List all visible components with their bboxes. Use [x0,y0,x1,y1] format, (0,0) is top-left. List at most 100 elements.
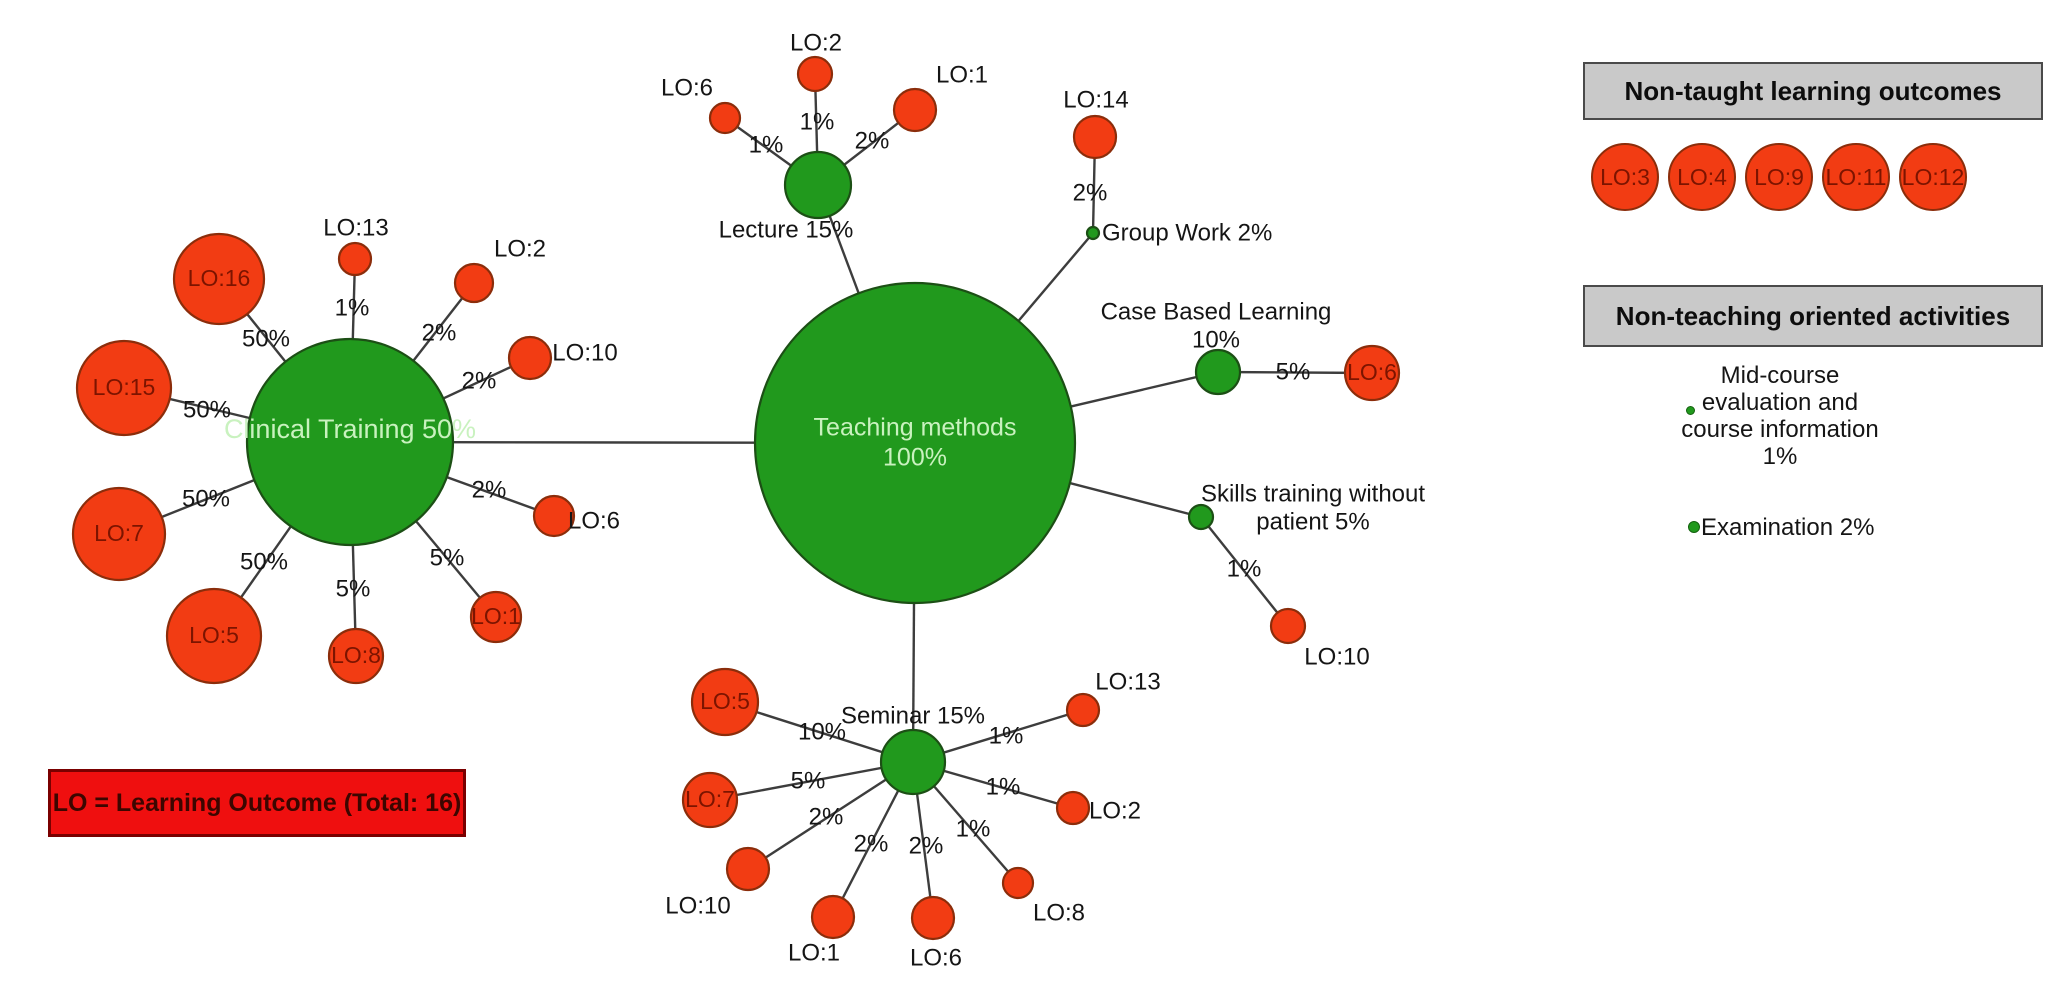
node-clinical-lo15 [75,339,173,437]
mid-course-line: course information [1681,416,1879,443]
non-taught-lo-circle: LO:11 [1822,143,1890,211]
edge-label: 2% [462,367,497,394]
node-lecture-lo2 [796,55,834,93]
node-label: LO:10 [1304,643,1369,670]
edge-label: 50% [183,396,231,423]
edge-label: 10% [798,718,846,745]
non-taught-header: Non-taught learning outcomes [1583,62,2043,120]
node-label: 10% [1192,326,1240,353]
edge-label: 5% [791,767,826,794]
node-clinical-lo5-label: LO:5 [189,622,239,648]
node-label: Case Based Learning [1101,298,1332,325]
edge-label: 2% [855,127,890,154]
non-taught-lo-circle: LO:4 [1668,143,1736,211]
node-seminar-lo7 [681,771,739,829]
node-clinical-lo5 [165,587,263,685]
node-seminar-lo2 [1055,790,1091,826]
node-seminar-lo5 [690,667,760,737]
legend-box: LO = Learning Outcome (Total: 16) [48,769,466,837]
non-taught-header-label: Non-taught learning outcomes [1624,75,2002,106]
node-label: LO:1 [788,939,840,966]
node-clinical-lo6 [532,494,576,538]
node-clinical-lo16-label: LO:16 [188,265,251,291]
node-seminar-lo8 [1001,866,1035,900]
edge-label: 1% [986,773,1021,800]
edge-label: 2% [809,803,844,830]
node-clinical-lo1 [469,590,523,644]
node-clinical-lo8-label: LO:8 [331,642,381,668]
node-clinical-lo7-label: LO:7 [94,520,144,546]
lo-label: LO:4 [1677,163,1727,190]
node-cbl-lo6-label: LO:6 [1347,359,1397,385]
node-seminar-lo13 [1065,692,1101,728]
node-label: LO:2 [494,235,546,262]
node-lecture-lo1 [892,87,938,133]
node-label: LO:13 [1095,668,1160,695]
edge-label: 1% [956,815,991,842]
node-seminar-lo5-label: LO:5 [700,688,750,714]
node-seminar-lo7-label: LO:7 [685,786,735,812]
node-teaching-methods-label: Teaching methods 100% [814,414,1017,472]
non-taught-lo-row: LO:3 LO:4 LO:9 LO:11 LO:12 [1591,143,1967,211]
node-label: LO:6 [910,944,962,971]
edge-label: 2% [472,476,507,503]
node-label: Group Work 2% [1102,219,1272,246]
node-clinical-lo7 [71,486,167,582]
edge-label: 2% [854,830,889,857]
node-clinical-lo15-label: LO:15 [93,374,156,400]
node-clinical-lo13 [337,241,373,277]
node-clinical-lo8 [327,627,385,685]
node-skills-lo10 [1269,607,1307,645]
node-seminar-lo10 [725,846,771,892]
node-group-work [1085,225,1101,241]
node-clinical-training-label: Clinical Training 50% [224,414,476,444]
edge-label: 1% [749,131,784,158]
edge-label: 5% [336,575,371,602]
node-label: LO:2 [790,29,842,56]
edge-label: 50% [240,548,288,575]
non-taught-lo-circle: LO:9 [1745,143,1813,211]
node-lecture-lo6 [708,101,742,135]
node-label: LO:10 [552,339,617,366]
node-label: LO:2 [1089,797,1141,824]
node-label: LO:13 [323,214,388,241]
node-label: Seminar 15% [841,702,985,729]
mid-course-line: Mid-course [1720,362,1840,389]
node-clinical-lo2 [453,262,495,304]
examination-item: Examination 2% [1701,514,1875,541]
node-seminar-lo6 [910,895,956,941]
non-taught-lo-circle: LO:3 [1591,143,1659,211]
edge-label: 5% [430,544,465,571]
legend-text: LO = Learning Outcome (Total: 16) [52,788,462,817]
node-seminar [879,728,947,796]
node-seminar-lo1 [810,894,856,940]
mid-course-dot-icon [1686,406,1695,415]
node-clinical-lo1-label: LO:1 [471,603,521,629]
node-clinical-lo16 [172,232,266,326]
lo-label: LO:9 [1754,163,1804,190]
edge-label: 1% [335,294,370,321]
node-groupwork-lo14 [1072,114,1118,160]
node-teaching-methods [753,281,1077,605]
edge-label: 2% [909,832,944,859]
lo-label: LO:12 [1901,163,1965,190]
node-label: LO:10 [665,892,730,919]
node-label: Lecture 15% [719,216,854,243]
node-clinical-lo10 [507,335,553,381]
edge-label: 1% [1227,555,1262,582]
edge-line [709,760,914,802]
node-label: patient 5% [1256,508,1369,535]
node-label: LO:1 [936,61,988,88]
lo-label: LO:3 [1600,163,1650,190]
node-label: LO:14 [1063,86,1128,113]
edge-label: 2% [1073,179,1108,206]
node-label: Skills training without [1201,480,1425,507]
lo-label: LO:11 [1825,163,1887,190]
node-clinical-training [245,337,455,547]
node-cbl-lo6 [1343,344,1401,402]
examination-dot-icon [1688,521,1700,533]
node-label: LO:6 [568,507,620,534]
mid-course-line: 1% [1762,443,1798,470]
